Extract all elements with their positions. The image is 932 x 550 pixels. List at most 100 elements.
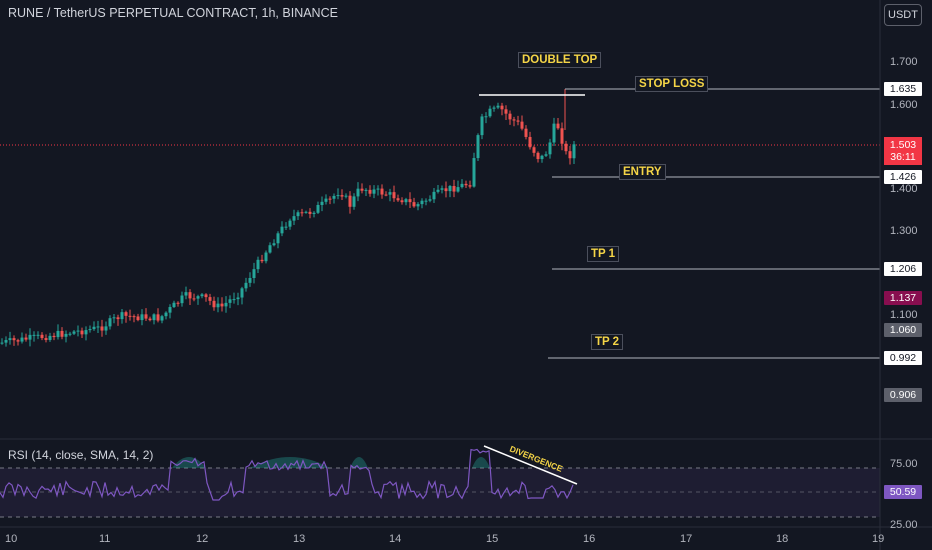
candle-body[interactable]: [296, 212, 300, 217]
candle-body[interactable]: [44, 338, 48, 340]
candle-body[interactable]: [456, 187, 460, 192]
candle-body[interactable]: [548, 142, 552, 155]
candle-body[interactable]: [388, 192, 392, 195]
candle-body[interactable]: [104, 326, 108, 331]
candle-body[interactable]: [424, 200, 428, 202]
candle-body[interactable]: [156, 314, 160, 321]
candle-body[interactable]: [208, 297, 212, 301]
candle-body[interactable]: [88, 329, 92, 331]
candle-body[interactable]: [28, 334, 32, 340]
candle-body[interactable]: [100, 326, 104, 331]
candle-body[interactable]: [220, 303, 224, 307]
candle-body[interactable]: [540, 155, 544, 160]
candle-body[interactable]: [124, 312, 128, 316]
candle-body[interactable]: [404, 199, 408, 203]
candle-body[interactable]: [292, 216, 296, 221]
candle-body[interactable]: [300, 212, 304, 214]
candle-body[interactable]: [532, 147, 536, 153]
candle-body[interactable]: [4, 340, 8, 343]
candle-body[interactable]: [96, 326, 100, 328]
candle-body[interactable]: [136, 316, 140, 321]
candle-body[interactable]: [392, 192, 396, 199]
candle-body[interactable]: [48, 335, 52, 340]
candle-body[interactable]: [180, 295, 184, 304]
candle-body[interactable]: [108, 318, 112, 327]
candle-body[interactable]: [268, 245, 272, 253]
candle-body[interactable]: [264, 252, 268, 262]
candle-body[interactable]: [372, 189, 376, 194]
candle-body[interactable]: [56, 330, 60, 338]
candle-body[interactable]: [560, 128, 564, 144]
candle-body[interactable]: [120, 312, 124, 320]
candle-body[interactable]: [272, 243, 276, 246]
candle-body[interactable]: [240, 288, 244, 298]
candle-body[interactable]: [552, 123, 556, 143]
candle-body[interactable]: [12, 338, 16, 341]
candle-body[interactable]: [328, 198, 332, 200]
candle-body[interactable]: [248, 278, 252, 283]
candle-body[interactable]: [308, 211, 312, 214]
candle-body[interactable]: [484, 116, 488, 118]
candle-body[interactable]: [320, 201, 324, 205]
candle-body[interactable]: [572, 144, 576, 159]
candle-body[interactable]: [344, 195, 348, 197]
candle-body[interactable]: [184, 292, 188, 296]
candle-body[interactable]: [204, 294, 208, 298]
candle-body[interactable]: [384, 194, 388, 196]
candle-body[interactable]: [280, 226, 284, 234]
candle-body[interactable]: [348, 195, 352, 207]
candle-body[interactable]: [512, 119, 516, 121]
candle-body[interactable]: [16, 340, 20, 342]
candle-body[interactable]: [64, 333, 68, 337]
candle-body[interactable]: [480, 116, 484, 136]
candle-body[interactable]: [24, 337, 28, 340]
candle-body[interactable]: [400, 200, 404, 203]
candle-body[interactable]: [160, 316, 164, 321]
candle-body[interactable]: [504, 109, 508, 114]
candle-body[interactable]: [564, 143, 568, 152]
candle-body[interactable]: [152, 314, 156, 321]
candle-body[interactable]: [216, 303, 220, 308]
candle-body[interactable]: [112, 317, 116, 319]
candle-body[interactable]: [140, 314, 144, 321]
candle-body[interactable]: [544, 154, 548, 156]
candle-body[interactable]: [368, 189, 372, 194]
candle-body[interactable]: [20, 337, 24, 342]
candle-body[interactable]: [40, 334, 44, 339]
candle-body[interactable]: [176, 302, 180, 304]
candle-body[interactable]: [356, 188, 360, 197]
candle-body[interactable]: [496, 105, 500, 108]
candle-body[interactable]: [452, 186, 456, 192]
candle-body[interactable]: [556, 123, 560, 129]
candle-body[interactable]: [516, 120, 520, 122]
candle-body[interactable]: [212, 300, 216, 308]
candle-body[interactable]: [412, 202, 416, 207]
candle-body[interactable]: [32, 334, 36, 336]
tp2-label[interactable]: TP 2: [591, 334, 624, 350]
candle-body[interactable]: [128, 315, 132, 317]
candle-body[interactable]: [232, 299, 236, 301]
candle-body[interactable]: [440, 188, 444, 190]
candle-body[interactable]: [144, 314, 148, 319]
candle-body[interactable]: [164, 312, 168, 317]
candle-body[interactable]: [324, 198, 328, 202]
candle-body[interactable]: [376, 188, 380, 190]
candle-body[interactable]: [224, 302, 228, 307]
candle-body[interactable]: [524, 128, 528, 137]
candle-body[interactable]: [236, 297, 240, 300]
candle-body[interactable]: [0, 342, 4, 344]
tp1-label[interactable]: TP 1: [587, 246, 620, 262]
candle-body[interactable]: [432, 191, 436, 200]
candle-body[interactable]: [436, 189, 440, 192]
candle-body[interactable]: [200, 294, 204, 297]
candle-body[interactable]: [284, 226, 288, 228]
candle-body[interactable]: [416, 204, 420, 207]
candle-body[interactable]: [304, 211, 308, 213]
candle-body[interactable]: [84, 330, 88, 335]
candle-body[interactable]: [528, 136, 532, 148]
candle-body[interactable]: [228, 299, 232, 303]
candle-body[interactable]: [116, 317, 120, 320]
candle-body[interactable]: [568, 151, 572, 159]
candlestick-series[interactable]: [0, 89, 576, 347]
candle-body[interactable]: [168, 307, 172, 313]
